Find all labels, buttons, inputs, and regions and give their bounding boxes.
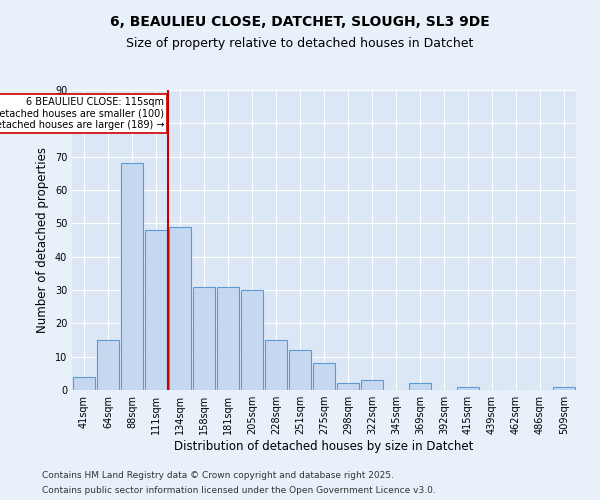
- X-axis label: Distribution of detached houses by size in Datchet: Distribution of detached houses by size …: [175, 440, 473, 453]
- Bar: [553, 386, 575, 390]
- Text: 6, BEAULIEU CLOSE, DATCHET, SLOUGH, SL3 9DE: 6, BEAULIEU CLOSE, DATCHET, SLOUGH, SL3 …: [110, 15, 490, 29]
- Text: Contains public sector information licensed under the Open Government Licence v3: Contains public sector information licen…: [42, 486, 436, 495]
- Bar: [73, 376, 95, 390]
- Bar: [313, 364, 335, 390]
- Bar: [337, 384, 359, 390]
- Bar: [289, 350, 311, 390]
- Bar: [217, 286, 239, 390]
- Text: Contains HM Land Registry data © Crown copyright and database right 2025.: Contains HM Land Registry data © Crown c…: [42, 471, 394, 480]
- Bar: [97, 340, 119, 390]
- Bar: [169, 226, 191, 390]
- Text: 6 BEAULIEU CLOSE: 115sqm
← 35% of detached houses are smaller (100)
65% of semi-: 6 BEAULIEU CLOSE: 115sqm ← 35% of detach…: [0, 96, 164, 130]
- Text: Size of property relative to detached houses in Datchet: Size of property relative to detached ho…: [127, 38, 473, 51]
- Bar: [145, 230, 167, 390]
- Bar: [361, 380, 383, 390]
- Bar: [241, 290, 263, 390]
- Bar: [457, 386, 479, 390]
- Y-axis label: Number of detached properties: Number of detached properties: [36, 147, 49, 333]
- Bar: [121, 164, 143, 390]
- Bar: [409, 384, 431, 390]
- Bar: [265, 340, 287, 390]
- Bar: [193, 286, 215, 390]
